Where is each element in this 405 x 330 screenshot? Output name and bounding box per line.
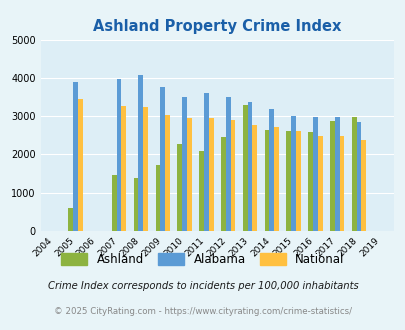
Bar bbox=[177, 144, 182, 231]
Bar bbox=[242, 105, 247, 231]
Bar bbox=[317, 136, 322, 231]
Title: Ashland Property Crime Index: Ashland Property Crime Index bbox=[93, 19, 341, 34]
Bar bbox=[252, 125, 256, 231]
Bar bbox=[307, 132, 312, 231]
Bar bbox=[334, 117, 339, 231]
Bar bbox=[198, 151, 203, 231]
Bar bbox=[329, 121, 334, 231]
Bar bbox=[225, 97, 230, 231]
Bar bbox=[182, 97, 186, 231]
Bar bbox=[312, 116, 317, 231]
Bar bbox=[112, 176, 116, 231]
Bar bbox=[230, 120, 235, 231]
Bar bbox=[351, 117, 356, 231]
Bar bbox=[121, 106, 126, 231]
Bar bbox=[73, 82, 78, 231]
Bar bbox=[133, 178, 138, 231]
Bar bbox=[203, 93, 208, 231]
Bar bbox=[160, 87, 165, 231]
Text: © 2025 CityRating.com - https://www.cityrating.com/crime-statistics/: © 2025 CityRating.com - https://www.city… bbox=[54, 307, 351, 316]
Bar bbox=[186, 118, 191, 231]
Bar bbox=[339, 136, 343, 231]
Bar bbox=[78, 99, 83, 231]
Bar bbox=[286, 131, 290, 231]
Bar bbox=[264, 130, 269, 231]
Bar bbox=[116, 79, 121, 231]
Bar bbox=[143, 107, 148, 231]
Bar bbox=[138, 75, 143, 231]
Bar bbox=[356, 122, 360, 231]
Bar bbox=[273, 127, 278, 231]
Bar bbox=[155, 165, 160, 231]
Bar bbox=[269, 109, 273, 231]
Bar bbox=[247, 102, 252, 231]
Bar bbox=[208, 118, 213, 231]
Bar bbox=[290, 116, 295, 231]
Bar bbox=[165, 115, 169, 231]
Bar bbox=[68, 208, 73, 231]
Legend: Ashland, Alabama, National: Ashland, Alabama, National bbox=[56, 248, 349, 271]
Bar bbox=[295, 131, 300, 231]
Bar bbox=[360, 140, 365, 231]
Bar bbox=[220, 137, 225, 231]
Text: Crime Index corresponds to incidents per 100,000 inhabitants: Crime Index corresponds to incidents per… bbox=[47, 281, 358, 291]
